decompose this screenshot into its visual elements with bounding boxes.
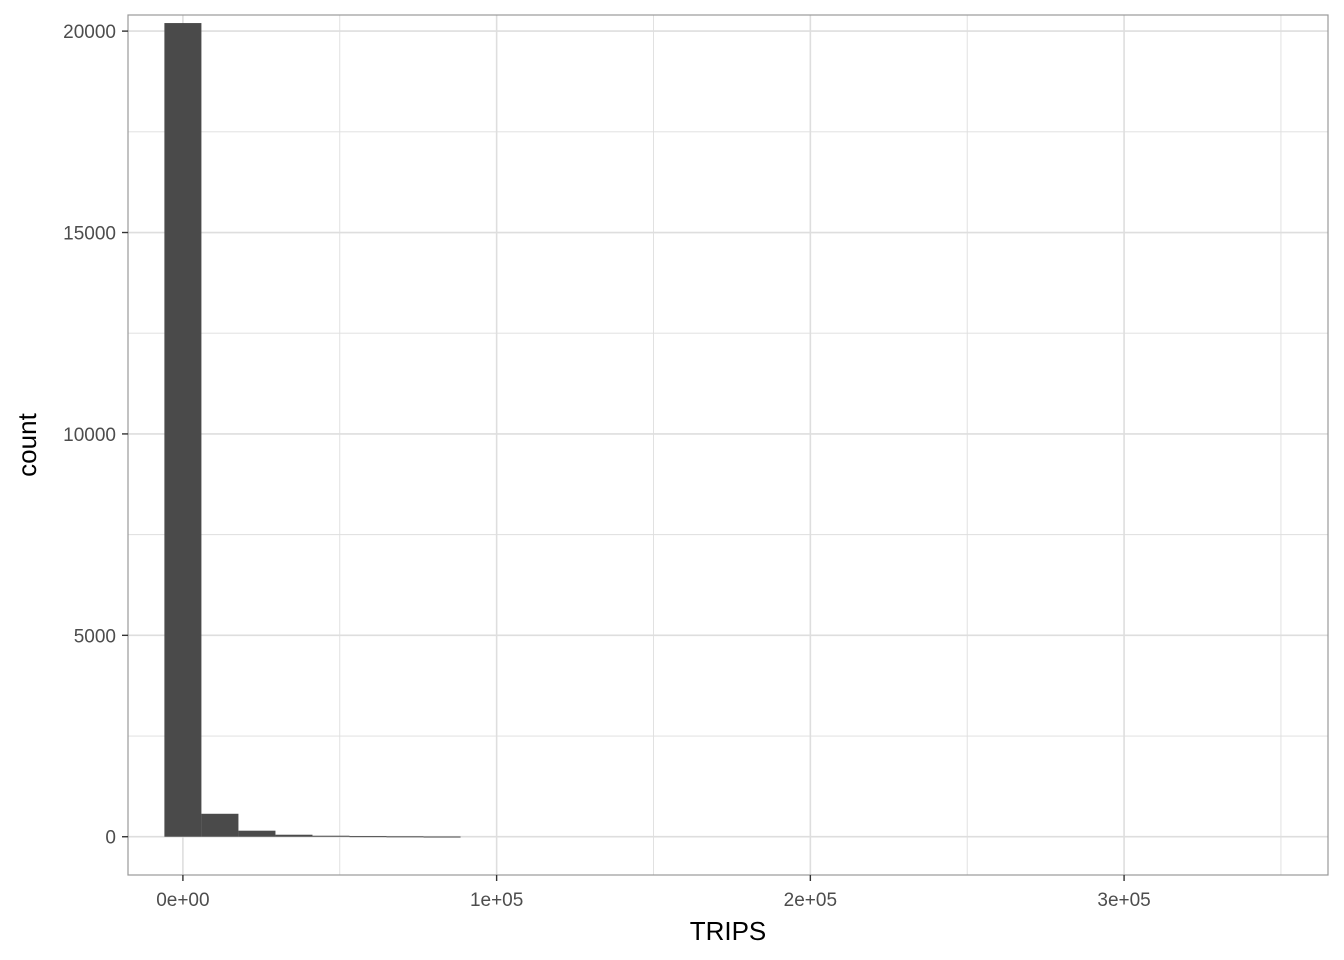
- major-gridlines: [128, 15, 1328, 875]
- histogram-bars: [164, 23, 461, 838]
- x-axis-title: TRIPS: [690, 916, 767, 946]
- histogram-bar: [312, 835, 350, 837]
- histogram-bar: [275, 834, 313, 837]
- histogram-bar: [423, 836, 461, 838]
- x-tick-label: 1e+05: [470, 890, 523, 911]
- histogram-bar: [349, 836, 387, 838]
- histogram-bar: [164, 23, 202, 837]
- panel-border: [127, 14, 1329, 876]
- y-axis-ticks: 0 5000 10000 15000 20000: [63, 22, 128, 849]
- y-tick-label: 0: [105, 828, 116, 849]
- y-axis-title: count: [12, 412, 42, 476]
- x-tick-label: 3e+05: [1097, 890, 1150, 911]
- y-tick-label: 20000: [63, 22, 116, 43]
- minor-gridlines: [128, 15, 1328, 875]
- x-tick-label: 2e+05: [784, 890, 837, 911]
- x-tick-label: 0e+00: [156, 890, 209, 911]
- y-tick-label: 10000: [63, 425, 116, 446]
- x-axis-ticks: 0e+00 1e+05 2e+05 3e+05: [156, 875, 1151, 911]
- histogram-bar: [238, 830, 276, 837]
- y-tick-label: 5000: [74, 626, 116, 647]
- histogram-bar: [201, 813, 239, 837]
- y-tick-label: 15000: [63, 224, 116, 245]
- histogram-bar: [386, 836, 424, 838]
